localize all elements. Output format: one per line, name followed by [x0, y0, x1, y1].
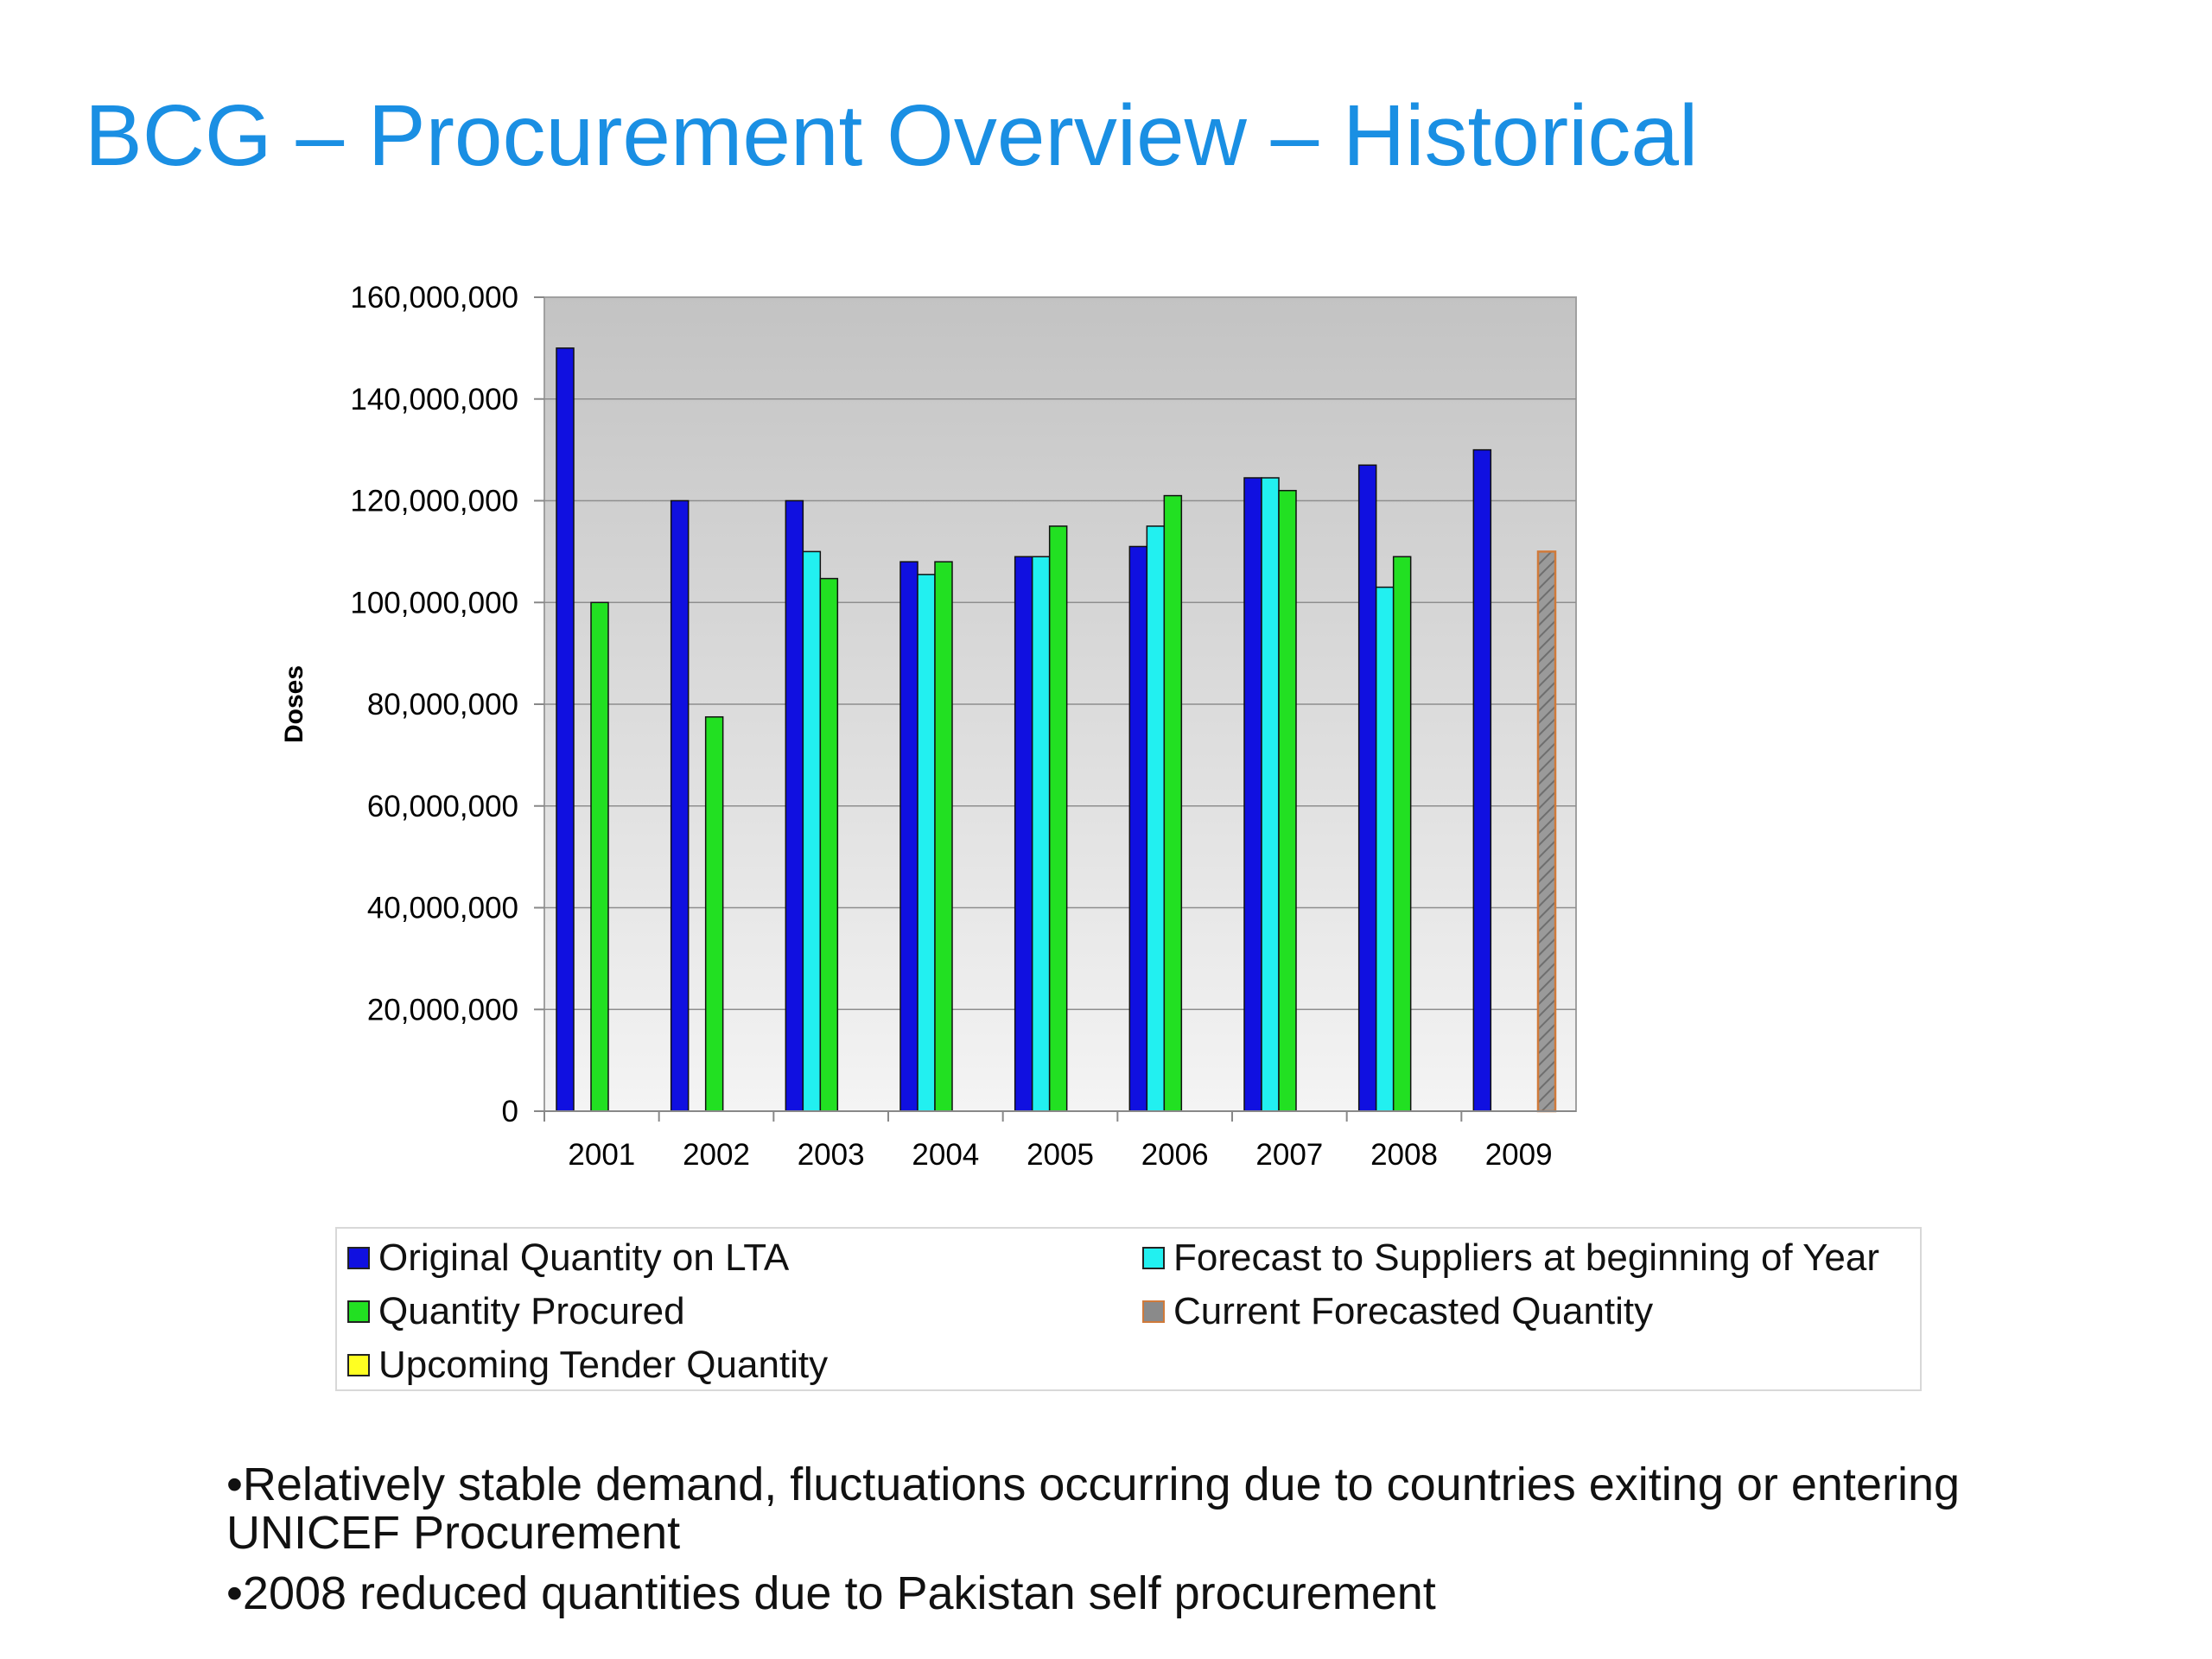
legend-label: Quantity Procured	[378, 1290, 685, 1332]
bar-current-forecasted-quantity-2009	[1536, 550, 1557, 1113]
bar-original-quantity-on-lta-2003	[785, 499, 804, 1112]
x-tick-label: 2007	[1255, 1138, 1323, 1172]
y-tick-label: 100,000,000	[350, 586, 518, 620]
legend-swatch	[347, 1354, 370, 1376]
chart-legend: Original Quantity on LTA Forecast to Sup…	[335, 1227, 1922, 1391]
bar-forecast-to-suppliers-at-beginning-of-year-2003	[802, 550, 822, 1112]
legend-item-quantity-procured: Quantity Procured	[347, 1286, 685, 1338]
bar-original-quantity-on-lta-2007	[1243, 477, 1262, 1112]
x-tick-label: 2008	[1370, 1138, 1438, 1172]
bar-forecast-to-suppliers-at-beginning-of-year-2006	[1146, 525, 1166, 1112]
y-tick-label: 80,000,000	[367, 688, 518, 721]
x-tick-label: 2005	[1027, 1138, 1094, 1172]
legend-label: Current Forecasted Quantity	[1173, 1290, 1654, 1332]
bar-quantity-procured-2001	[590, 601, 609, 1112]
bar-quantity-procured-2003	[819, 577, 839, 1112]
legend-swatch	[1142, 1300, 1165, 1323]
bar-quantity-procured-2004	[934, 561, 953, 1112]
x-tick-label: 2006	[1141, 1138, 1209, 1172]
x-tick-label: 2004	[912, 1138, 979, 1172]
y-axis-label: Doses	[280, 665, 308, 743]
bar-quantity-procured-2005	[1048, 525, 1068, 1112]
y-tick-label: 160,000,000	[350, 281, 518, 315]
x-tick-label: 2001	[568, 1138, 635, 1172]
x-tick-label: 2009	[1485, 1138, 1553, 1172]
legend-label: Original Quantity on LTA	[378, 1236, 790, 1279]
bar-forecast-to-suppliers-at-beginning-of-year-2005	[1031, 556, 1051, 1112]
legend-item-current-forecasted-quantity: Current Forecasted Quantity	[1142, 1286, 1653, 1338]
notes: •Relatively stable demand, fluctuations …	[226, 1460, 2041, 1630]
y-tick-label: 0	[502, 1095, 518, 1128]
legend-swatch	[347, 1300, 370, 1323]
bar-forecast-to-suppliers-at-beginning-of-year-2007	[1261, 477, 1280, 1112]
bar-chart: 0 20,000,000 40,000,000 60,000,000 80,000,00…	[280, 281, 1577, 1172]
legend-label: Upcoming Tender Quantity	[378, 1344, 829, 1386]
bar-original-quantity-on-lta-2004	[899, 561, 918, 1112]
y-tick-label: 140,000,000	[350, 383, 518, 416]
bar-original-quantity-on-lta-2008	[1357, 464, 1377, 1112]
page-title: BCG – Procurement Overview – Historical	[85, 87, 1699, 184]
bar-original-quantity-on-lta-2001	[556, 347, 575, 1112]
legend-item-original-quantity: Original Quantity on LTA	[347, 1232, 789, 1284]
bar-original-quantity-on-lta-2009	[1472, 448, 1492, 1112]
legend-label: Forecast to Suppliers at beginning of Ye…	[1173, 1236, 1879, 1279]
bullet-point: •Relatively stable demand, fluctuations …	[226, 1459, 1961, 1559]
legend-swatch	[1142, 1247, 1165, 1269]
y-tick-label: 120,000,000	[350, 485, 518, 518]
bar-forecast-to-suppliers-at-beginning-of-year-2004	[917, 574, 936, 1112]
legend-item-forecast-to-suppliers: Forecast to Suppliers at beginning of Ye…	[1142, 1232, 1879, 1284]
y-tick-label: 20,000,000	[367, 993, 518, 1027]
bar-forecast-to-suppliers-at-beginning-of-year-2008	[1375, 586, 1395, 1112]
x-tick-label: 2003	[798, 1138, 865, 1172]
legend-item-upcoming-tender-quantity: Upcoming Tender Quantity	[347, 1339, 828, 1391]
bar-original-quantity-on-lta-2002	[670, 499, 690, 1112]
bar-original-quantity-on-lta-2005	[1014, 556, 1033, 1112]
bullet-point: •2008 reduced quantities due to Pakistan…	[226, 1567, 1436, 1619]
bar-original-quantity-on-lta-2006	[1128, 545, 1148, 1112]
bar-quantity-procured-2002	[704, 715, 724, 1112]
bar-quantity-procured-2007	[1278, 489, 1297, 1112]
y-tick-label: 60,000,000	[367, 790, 518, 823]
bar-quantity-procured-2006	[1163, 494, 1183, 1112]
y-tick-label: 40,000,000	[367, 892, 518, 925]
x-tick-label: 2002	[683, 1138, 750, 1172]
bar-quantity-procured-2008	[1392, 556, 1412, 1112]
legend-swatch	[347, 1247, 370, 1269]
